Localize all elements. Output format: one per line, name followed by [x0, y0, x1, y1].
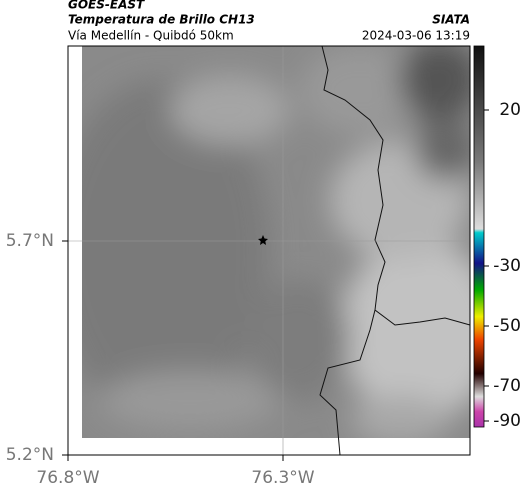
lon-label: 76.8°W — [36, 468, 99, 488]
agency: SIATA — [432, 13, 470, 27]
lon-label: 76.3°W — [251, 468, 314, 488]
source: GOES-EAST — [68, 0, 145, 12]
title: Temperatura de Brillo CH13 — [68, 13, 255, 27]
colorbar-label: -50 — [493, 316, 521, 336]
colorbar-label: -70 — [493, 376, 521, 396]
colorbar-label: -90 — [493, 411, 521, 431]
labels: 5.7°N 5.2°N 76.8°W 76.3°W 20 -30 -50 -70 -90 — [6, 100, 521, 488]
colorbar-label: -30 — [493, 256, 521, 276]
timestamp: 2024-03-06 13:19 — [362, 29, 470, 43]
location-marker — [258, 235, 268, 245]
border — [321, 45, 471, 326]
border — [319, 309, 376, 456]
colorbar — [473, 45, 485, 428]
lat-label: 5.2°N — [6, 445, 54, 465]
satellite-image — [82, 46, 470, 438]
lat-label: 5.7°N — [6, 231, 54, 251]
route: Vía Medellín - Quibdó 50km — [68, 29, 234, 43]
map-frame — [67, 45, 471, 456]
colorbar-label: 20 — [499, 100, 521, 120]
